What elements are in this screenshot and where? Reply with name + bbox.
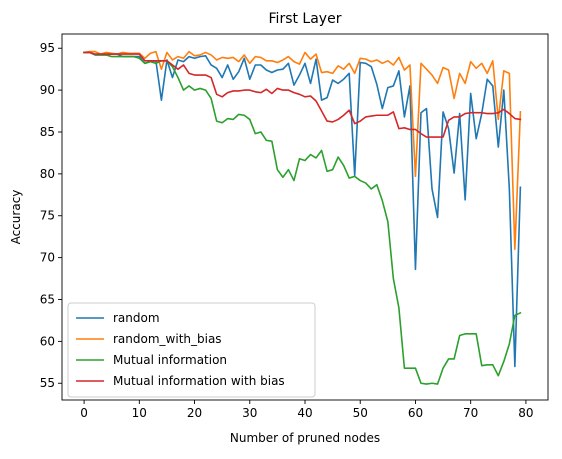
legend-label: Mutual information [113, 353, 227, 367]
series-line-random-with-bias [83, 50, 522, 251]
legend: random random_with_bias Mutual information… [67, 302, 316, 398]
series-line-mutual-information-with-bias [83, 51, 522, 138]
y-tick-label: 75 [40, 209, 55, 223]
x-tick-label: 10 [132, 406, 147, 420]
x-tick-label: 20 [187, 406, 202, 420]
legend-box [67, 302, 316, 398]
y-axis-title: Accuracy [9, 190, 23, 245]
y-tick-label: 85 [40, 125, 55, 139]
axis-ticks: 0 10 20 30 40 50 60 70 80 55 60 65 70 75 80 85 90 95 [40, 41, 534, 420]
plot-frame [61, 33, 549, 401]
x-tick-label: 40 [297, 406, 312, 420]
x-tick-label: 0 [80, 406, 88, 420]
legend-label: random_with_bias [113, 332, 222, 346]
legend-label: Mutual information with bias [113, 374, 285, 388]
y-tick-label: 95 [40, 41, 55, 55]
chart-title: First Layer [269, 11, 342, 27]
x-tick-label: 80 [518, 406, 533, 420]
x-tick-label: 70 [463, 406, 478, 420]
x-tick-label: 30 [242, 406, 257, 420]
x-tick-label: 60 [408, 406, 423, 420]
series-line-random [83, 51, 522, 368]
y-tick-label: 70 [40, 251, 55, 265]
series-line-mutual-information [83, 51, 522, 385]
plot-area [83, 50, 522, 385]
y-tick-label: 90 [40, 83, 55, 97]
legend-label: random [113, 311, 160, 325]
y-tick-label: 80 [40, 167, 55, 181]
y-tick-label: 60 [40, 334, 55, 348]
x-tick-label: 50 [353, 406, 368, 420]
x-axis-title: Number of pruned nodes [230, 431, 380, 445]
y-tick-label: 65 [40, 292, 55, 306]
y-tick-label: 55 [40, 376, 55, 390]
